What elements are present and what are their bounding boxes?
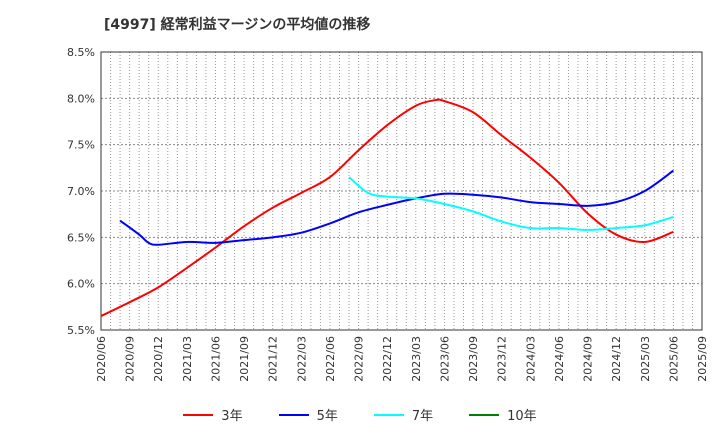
x-tick-label: 2025/09 [696,336,709,382]
series-line-7年 [348,176,674,231]
y-tick-label: 8.5% [67,46,95,59]
legend-swatch [278,413,309,416]
y-tick-label: 7.5% [67,139,95,152]
legend-item: 10年 [469,405,537,424]
x-tick-label: 2020/12 [152,336,165,382]
x-tick-label: 2024/03 [524,336,537,382]
legend-swatch [183,413,214,416]
x-tick-label: 2020/09 [124,336,137,382]
x-tick-label: 2023/06 [438,336,451,382]
x-tick-label: 2025/03 [639,336,652,382]
x-tick-label: 2024/06 [553,336,566,382]
x-tick-label: 2022/06 [324,336,337,382]
legend-label: 3年 [221,409,243,424]
plot-border [100,51,703,331]
legend-label: 7年 [411,409,434,424]
legend-item: 5年 [278,405,338,424]
chart-title: [4997] 経常利益マージンの平均値の推移 [104,17,371,33]
legend: 3年 5年 7年 10年 [0,405,720,424]
y-tick-label: 7.0% [67,185,95,198]
y-tick-label: 6.5% [67,231,95,244]
x-tick-label: 2021/09 [238,336,251,382]
x-tick-label: 2024/12 [610,336,623,382]
legend-label: 10年 [507,409,537,424]
y-tick-label: 6.0% [67,278,95,291]
legend-label: 5年 [316,409,338,424]
series-line-3年 [100,98,674,317]
y-tick-label: 8.0% [67,92,95,105]
legend-item: 3年 [183,405,243,424]
x-tick-label: 2021/06 [209,336,222,382]
x-tick-label: 2023/12 [496,336,509,382]
x-tick-label: 2020/06 [95,336,108,382]
legend-swatch [469,413,500,416]
x-tick-label: 2022/09 [353,336,366,382]
x-tick-label: 2022/12 [381,336,394,382]
series-line-5年 [119,169,674,246]
legend-swatch [373,413,404,416]
x-tick-label: 2025/06 [667,336,680,382]
x-tick-label: 2021/03 [181,336,194,382]
x-tick-label: 2022/03 [295,336,308,382]
x-tick-label: 2021/12 [267,336,280,382]
x-tick-label: 2023/03 [410,336,423,382]
x-tick-label: 2023/09 [467,336,480,382]
y-tick-label: 5.5% [67,324,95,337]
legend-item: 7年 [373,405,434,424]
x-tick-label: 2024/09 [582,336,595,382]
